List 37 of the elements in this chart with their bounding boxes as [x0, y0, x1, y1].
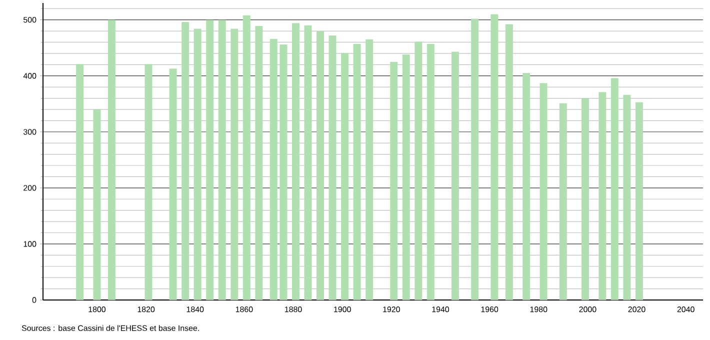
bar	[598, 92, 606, 300]
bar	[93, 109, 101, 300]
bar	[451, 52, 459, 300]
bar	[230, 28, 238, 300]
bar	[390, 62, 398, 300]
bar	[610, 78, 618, 300]
bar	[366, 39, 374, 300]
bar	[255, 26, 263, 300]
bar	[328, 36, 336, 300]
bar	[522, 73, 530, 300]
bar	[76, 64, 84, 300]
bar	[169, 68, 177, 300]
bar	[194, 28, 202, 300]
bar	[353, 44, 361, 300]
bar	[182, 22, 190, 300]
bar	[341, 52, 349, 300]
bar	[426, 44, 434, 300]
bar	[144, 64, 152, 300]
bar	[242, 15, 250, 300]
bar	[623, 94, 631, 300]
bar	[218, 20, 226, 300]
bar	[540, 83, 548, 300]
bar	[304, 25, 312, 300]
bar	[635, 102, 643, 300]
bar	[471, 18, 479, 300]
bar	[206, 20, 214, 300]
bar	[280, 44, 288, 300]
bar	[108, 20, 116, 300]
bar	[402, 54, 410, 300]
bar	[270, 38, 278, 300]
bar	[559, 103, 567, 300]
bar	[414, 42, 422, 300]
bar	[490, 14, 498, 300]
bar	[505, 24, 513, 300]
bar	[292, 23, 300, 300]
bar	[316, 31, 324, 300]
bar	[581, 98, 589, 300]
